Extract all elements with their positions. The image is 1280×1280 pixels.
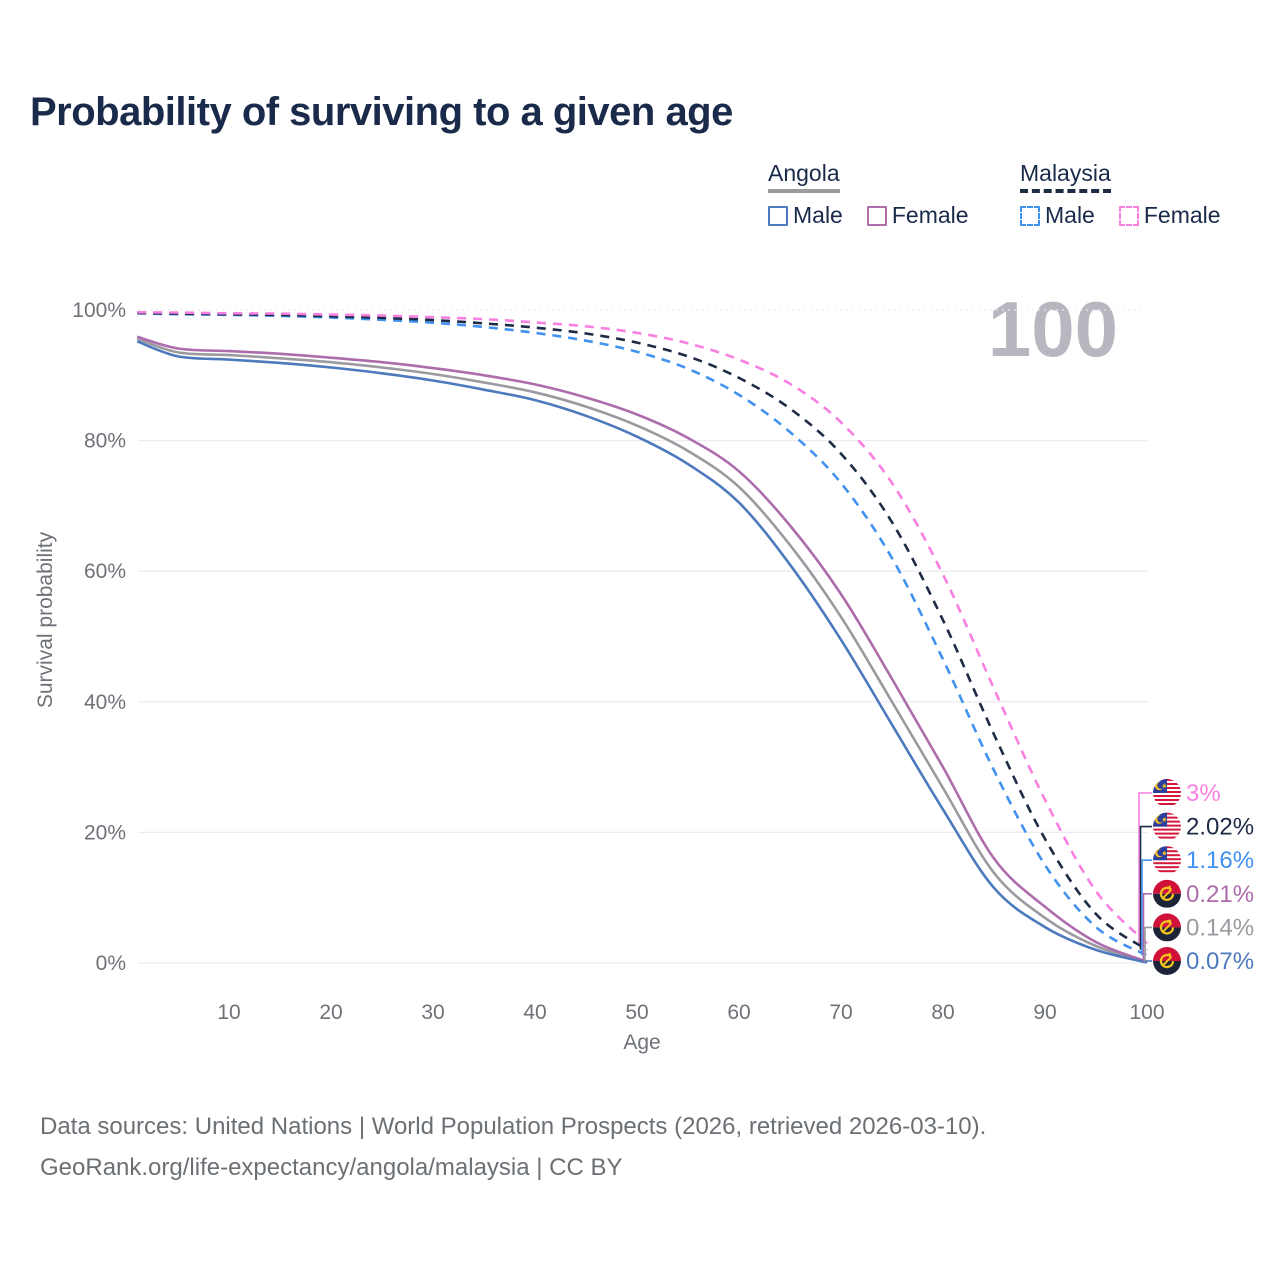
end-value-label-angola-both: 0.14% [1186,914,1254,941]
legend-item-angola-female[interactable]: Female [866,202,969,229]
y-tick-label: 0% [96,952,126,975]
legend-group-angola: Angola Male Female [768,160,969,229]
curve-angola-both[interactable] [136,337,1148,964]
legend-item-label: Male [1045,202,1095,228]
angola-flag-icon [1153,879,1181,908]
legend-group-title-angola: Angola [768,160,840,193]
end-value-label-malaysia-both: 2.02% [1186,814,1254,841]
x-tick-label: 10 [217,1001,240,1024]
curve-angola-female[interactable] [136,335,1148,963]
x-tick-label: 40 [523,1001,546,1024]
end-value-label-malaysia-male: 1.16% [1186,847,1254,874]
end-value-label-angola-male: 0.07% [1186,948,1254,975]
curve-angola-male[interactable] [136,340,1148,964]
x-tick-label: 50 [625,1001,648,1024]
legend-group-malaysia: Malaysia Male Female [1020,160,1221,229]
legend-item-angola-male[interactable]: Male [768,202,843,229]
page-title: Probability of surviving to a given age [30,90,733,134]
legend-group-title-malaysia: Malaysia [1020,160,1111,193]
leader-line-angola-both [1144,926,1152,963]
x-tick-label: 20 [319,1001,342,1024]
footer-data-sources: Data sources: United Nations | World Pop… [40,1113,987,1140]
leader-line-malaysia-both [1139,825,1152,950]
legend-item-label: Female [891,202,969,228]
x-axis-title: Age [623,1031,660,1054]
legend-item-malaysia-female[interactable]: Female [1118,202,1221,229]
curve-malaysia-female[interactable] [137,311,1148,945]
malaysia-flag-icon [1153,812,1181,841]
legend-item-label: Male [793,202,843,228]
y-tick-label: 100% [72,299,126,322]
leader-line-malaysia-female [1138,792,1152,944]
x-tick-label: 70 [829,1001,852,1024]
malaysia-flag-icon [1153,846,1181,875]
y-tick-label: 80% [84,430,126,453]
angola-flag-icon [1153,947,1181,975]
y-tick-label: 60% [84,560,126,583]
hover-age-watermark: 100 [987,285,1118,373]
x-tick-label: 90 [1033,1001,1056,1024]
y-tick-label: 40% [84,691,126,714]
legend-swatch-icon [1020,205,1040,226]
legend-swatch-icon [866,205,887,226]
end-value-label-malaysia-female: 3% [1186,780,1221,807]
legend-item-label: Female [1143,202,1221,228]
leader-line-angola-female [1142,893,1152,962]
legend-swatch-icon [1118,205,1139,226]
curve-malaysia-both[interactable] [137,311,1148,951]
x-tick-label: 100 [1129,1001,1164,1024]
angola-flag-icon [1153,913,1181,942]
legend-swatch-icon [768,205,788,226]
x-tick-label: 80 [931,1001,954,1024]
footer-attribution: GeoRank.org/life-expectancy/angola/malay… [40,1154,623,1181]
end-value-label-angola-female: 0.21% [1186,881,1254,908]
x-tick-label: 60 [727,1001,750,1024]
y-tick-label: 20% [84,821,126,844]
x-tick-label: 30 [421,1001,444,1024]
leader-line-malaysia-male [1141,859,1152,956]
leader-line-angola-male [1145,960,1152,963]
legend-item-malaysia-male[interactable]: Male [1020,202,1095,229]
footer: Data sources: United Nations | World Pop… [40,1106,986,1188]
malaysia-flag-icon [1153,779,1181,807]
